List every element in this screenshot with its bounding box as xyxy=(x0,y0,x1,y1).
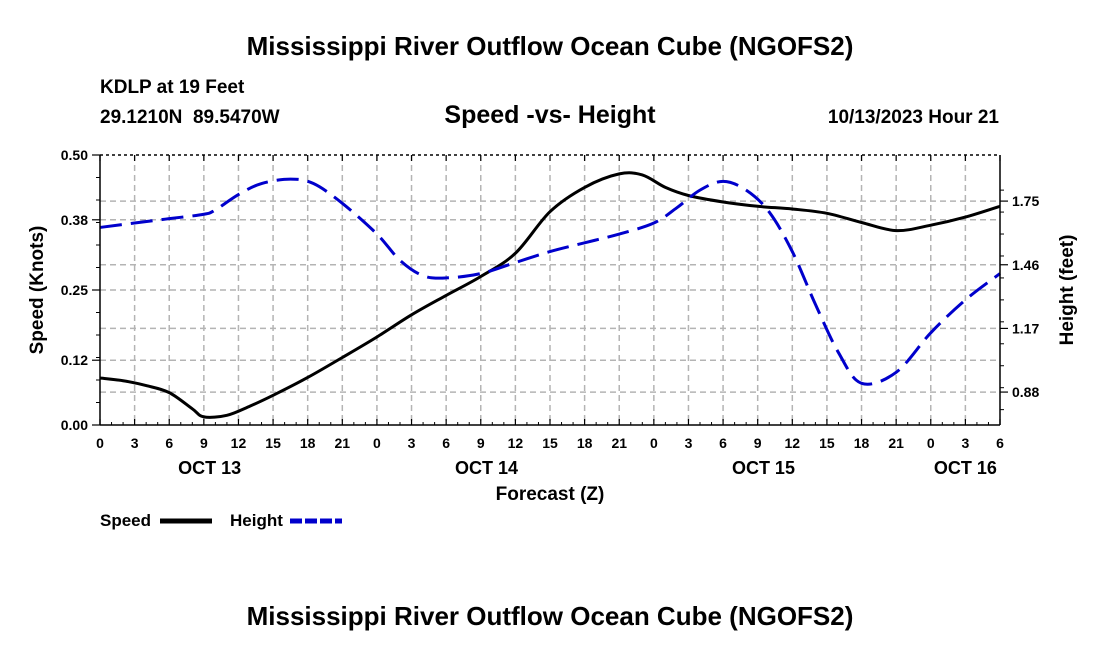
x-tick-label: 6 xyxy=(165,435,173,451)
x-tick-label: 3 xyxy=(408,435,416,451)
x-tick-label: 18 xyxy=(300,435,316,451)
y-tick-label: 0.38 xyxy=(61,212,88,228)
chart-ticks: 0 3 6 9 12 15 18 21 0 3 6 9 12 15 18 21 0 3 6 9 12 15 18 21 0 3 6O… xyxy=(61,147,1040,478)
x-tick-label: 21 xyxy=(335,435,351,451)
y2-tick-label: 0.88 xyxy=(1012,384,1039,400)
chart-grid xyxy=(100,155,1000,425)
x-tick-label: 21 xyxy=(611,435,627,451)
date-label: OCT 16 xyxy=(934,458,997,478)
forecast-timestamp: 10/13/2023 Hour 21 xyxy=(827,107,999,128)
y-tick-label: 0.12 xyxy=(61,352,88,368)
y-tick-label: 0.00 xyxy=(61,417,88,433)
x-tick-label: 18 xyxy=(577,435,593,451)
y2-tick-label: 1.17 xyxy=(1012,320,1039,336)
x-axis-label: Forecast (Z) xyxy=(496,484,605,505)
x-tick-label: 12 xyxy=(785,435,801,451)
x-tick-label: 21 xyxy=(888,435,904,451)
station-label: KDLP at 19 Feet xyxy=(100,77,245,98)
x-tick-label: 6 xyxy=(996,435,1004,451)
x-tick-label: 3 xyxy=(685,435,693,451)
x-tick-label: 9 xyxy=(754,435,762,451)
x-tick-label: 15 xyxy=(819,435,835,451)
x-tick-label: 9 xyxy=(477,435,485,451)
station-coordinates: 29.1210N 89.5470W xyxy=(100,107,280,128)
x-tick-label: 0 xyxy=(373,435,381,451)
chart-title: Mississippi River Outflow Ocean Cube (NG… xyxy=(246,31,854,61)
x-tick-label: 3 xyxy=(961,435,969,451)
x-tick-label: 0 xyxy=(927,435,935,451)
date-label: OCT 13 xyxy=(178,458,241,478)
x-tick-label: 12 xyxy=(231,435,247,451)
x-tick-label: 0 xyxy=(650,435,658,451)
x-tick-label: 12 xyxy=(508,435,524,451)
height-series-line xyxy=(99,177,1001,386)
x-tick-label: 18 xyxy=(854,435,870,451)
y-tick-label: 0.50 xyxy=(61,147,88,163)
footer-title: Mississippi River Outflow Ocean Cube (NG… xyxy=(246,601,854,631)
y2-tick-label: 1.75 xyxy=(1012,193,1039,209)
y2-axis-label: Height (feet) xyxy=(1057,235,1078,346)
legend: Speed Height xyxy=(100,511,342,530)
x-tick-label: 6 xyxy=(719,435,727,451)
y2-tick-label: 1.46 xyxy=(1012,257,1039,273)
x-tick-label: 6 xyxy=(442,435,450,451)
x-tick-label: 15 xyxy=(542,435,558,451)
legend-speed-label: Speed xyxy=(100,511,151,530)
legend-height-label: Height xyxy=(230,511,283,530)
x-tick-label: 15 xyxy=(265,435,281,451)
x-tick-label: 3 xyxy=(131,435,139,451)
chart-subtitle: Speed -vs- Height xyxy=(444,101,656,129)
speed-series-line xyxy=(99,171,1001,419)
date-label: OCT 14 xyxy=(455,458,518,478)
x-tick-label: 0 xyxy=(96,435,104,451)
y-axis-label: Speed (Knots) xyxy=(27,226,48,355)
chart-series xyxy=(99,171,1001,419)
x-tick-label: 9 xyxy=(200,435,208,451)
y-tick-label: 0.25 xyxy=(61,282,88,298)
date-label: OCT 15 xyxy=(732,458,795,478)
